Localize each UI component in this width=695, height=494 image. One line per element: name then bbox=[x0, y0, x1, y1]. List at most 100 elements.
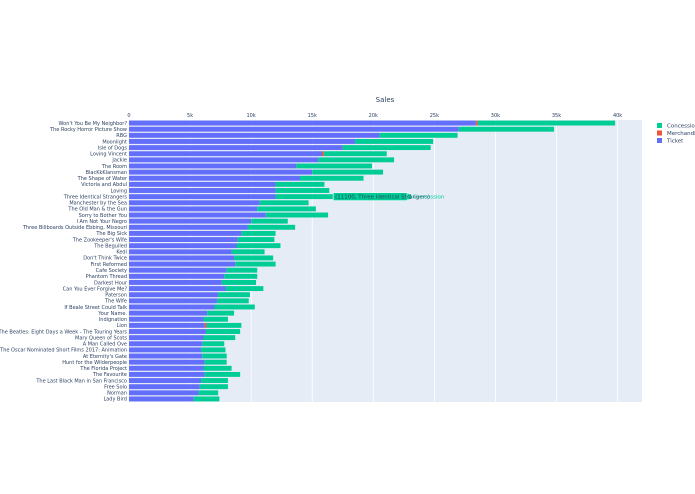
bar-ticket[interactable] bbox=[129, 353, 203, 359]
bar-concession[interactable] bbox=[193, 396, 220, 402]
bar-ticket[interactable] bbox=[129, 157, 319, 163]
bar-concession[interactable] bbox=[275, 181, 325, 187]
bar-concession[interactable] bbox=[265, 212, 329, 218]
bar-concession[interactable] bbox=[234, 255, 274, 261]
bar-ticket[interactable] bbox=[129, 335, 204, 341]
bar-ticket[interactable] bbox=[129, 292, 219, 298]
bar-ticket[interactable] bbox=[129, 298, 217, 304]
bar-concession[interactable] bbox=[323, 151, 387, 157]
bar-concession[interactable] bbox=[198, 390, 219, 396]
legend-item-merchandise[interactable]: Merchandise bbox=[657, 130, 695, 138]
bar-ticket[interactable] bbox=[129, 132, 380, 138]
bar-concession[interactable] bbox=[206, 322, 242, 328]
bar-ticket[interactable] bbox=[129, 329, 206, 334]
bar-ticket[interactable] bbox=[129, 230, 242, 236]
bar-ticket[interactable] bbox=[129, 224, 248, 230]
legend[interactable]: ConcessionMerchandise Ticket bbox=[657, 123, 695, 145]
bar-ticket[interactable] bbox=[129, 273, 225, 279]
bar-ticket[interactable] bbox=[129, 243, 237, 249]
bar-ticket[interactable] bbox=[129, 188, 276, 193]
bar-series[interactable] bbox=[129, 120, 616, 402]
bar-ticket[interactable] bbox=[129, 181, 276, 187]
bar-concession[interactable] bbox=[216, 298, 249, 304]
bar-ticket[interactable] bbox=[129, 169, 313, 175]
bar-ticket[interactable] bbox=[129, 249, 232, 255]
bar-ticket[interactable] bbox=[129, 286, 226, 292]
bar-ticket[interactable] bbox=[129, 151, 322, 157]
bar-ticket[interactable] bbox=[129, 267, 227, 273]
bar-concession[interactable] bbox=[458, 126, 555, 132]
bar-ticket[interactable] bbox=[129, 163, 297, 169]
bar-concession[interactable] bbox=[312, 169, 384, 175]
bar-concession[interactable] bbox=[235, 261, 276, 267]
bar-ticket[interactable] bbox=[129, 261, 236, 267]
bar-concession[interactable] bbox=[203, 365, 232, 371]
bar-ticket[interactable] bbox=[129, 365, 204, 371]
bar-ticket[interactable] bbox=[129, 304, 215, 310]
legend-item-ticket[interactable]: Ticket bbox=[657, 138, 684, 145]
bar-concession[interactable] bbox=[204, 359, 227, 365]
bar-concession[interactable] bbox=[247, 224, 296, 230]
bar-concession[interactable] bbox=[214, 304, 255, 310]
bar-concession[interactable] bbox=[218, 292, 250, 298]
bar-merchandise[interactable] bbox=[475, 120, 478, 126]
bar-concession[interactable] bbox=[251, 218, 288, 224]
bar-ticket[interactable] bbox=[129, 280, 222, 285]
bar-ticket[interactable] bbox=[129, 359, 205, 365]
bar-ticket[interactable] bbox=[129, 212, 266, 218]
bar-concession[interactable] bbox=[225, 286, 264, 292]
bar-concession[interactable] bbox=[236, 243, 281, 249]
bar-ticket[interactable] bbox=[129, 384, 200, 390]
bar-concession[interactable] bbox=[202, 353, 227, 359]
bar-ticket[interactable] bbox=[129, 322, 205, 328]
bar-ticket[interactable] bbox=[129, 347, 202, 353]
bar-ticket[interactable] bbox=[129, 218, 252, 224]
bar-ticket[interactable] bbox=[129, 200, 260, 206]
bar-concession[interactable] bbox=[226, 267, 258, 273]
bar-concession[interactable] bbox=[318, 157, 395, 163]
bar-merchandise[interactable] bbox=[321, 151, 324, 157]
bar-concession[interactable] bbox=[275, 188, 330, 193]
bar-concession[interactable] bbox=[203, 335, 236, 341]
bar-concession[interactable] bbox=[231, 249, 265, 255]
bar-concession[interactable] bbox=[379, 132, 458, 138]
bar-concession[interactable] bbox=[342, 145, 431, 151]
bar-ticket[interactable] bbox=[129, 194, 276, 200]
bar-concession[interactable] bbox=[477, 120, 616, 126]
bar-concession[interactable] bbox=[257, 206, 316, 212]
bar-ticket[interactable] bbox=[129, 206, 258, 212]
bar-concession[interactable] bbox=[259, 200, 309, 206]
bar-concession[interactable] bbox=[296, 163, 373, 169]
x-tick-label: 35k bbox=[552, 113, 561, 119]
bar-ticket[interactable] bbox=[129, 371, 205, 377]
bar-ticket[interactable] bbox=[129, 255, 235, 261]
bar-ticket[interactable] bbox=[129, 310, 208, 316]
bar-ticket[interactable] bbox=[129, 237, 238, 242]
bar-concession[interactable] bbox=[207, 310, 235, 316]
bar-ticket[interactable] bbox=[129, 341, 203, 347]
bar-concession[interactable] bbox=[300, 175, 364, 181]
bar-concession[interactable] bbox=[203, 316, 228, 322]
bar-concession[interactable] bbox=[201, 378, 228, 383]
bar-ticket[interactable] bbox=[129, 175, 300, 181]
bar-ticket[interactable] bbox=[129, 396, 194, 402]
bar-concession[interactable] bbox=[199, 384, 228, 390]
bar-ticket[interactable] bbox=[129, 120, 476, 126]
bar-concession[interactable] bbox=[354, 139, 434, 144]
legend-item-concession[interactable]: Concession bbox=[657, 123, 695, 130]
bar-ticket[interactable] bbox=[129, 126, 459, 132]
bar-ticket[interactable] bbox=[129, 390, 199, 396]
bar-concession[interactable] bbox=[202, 341, 225, 347]
bar-ticket[interactable] bbox=[129, 145, 343, 151]
bar-concession[interactable] bbox=[224, 273, 258, 279]
bar-ticket[interactable] bbox=[129, 378, 202, 383]
bar-merchandise[interactable] bbox=[204, 322, 207, 328]
bar-ticket[interactable] bbox=[129, 316, 204, 322]
bar-concession[interactable] bbox=[221, 280, 257, 285]
bar-concession[interactable] bbox=[237, 237, 275, 242]
bar-ticket[interactable] bbox=[129, 139, 355, 144]
bar-concession[interactable] bbox=[205, 329, 241, 334]
bar-concession[interactable] bbox=[204, 371, 241, 377]
bar-concession[interactable] bbox=[241, 230, 276, 236]
bar-concession[interactable] bbox=[201, 347, 226, 353]
